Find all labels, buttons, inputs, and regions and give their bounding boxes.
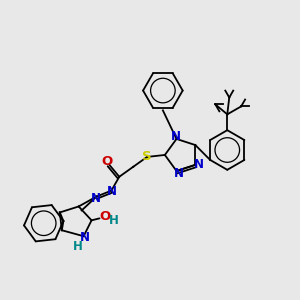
Text: S: S [142,150,152,164]
Text: N: N [80,231,90,244]
Text: N: N [107,185,117,198]
Text: H: H [73,240,82,253]
Text: O: O [100,210,111,223]
Text: N: N [194,158,204,171]
Text: N: N [173,167,184,180]
Text: O: O [102,155,113,168]
Text: N: N [170,130,181,143]
Text: H: H [108,214,118,227]
Text: N: N [91,192,100,205]
